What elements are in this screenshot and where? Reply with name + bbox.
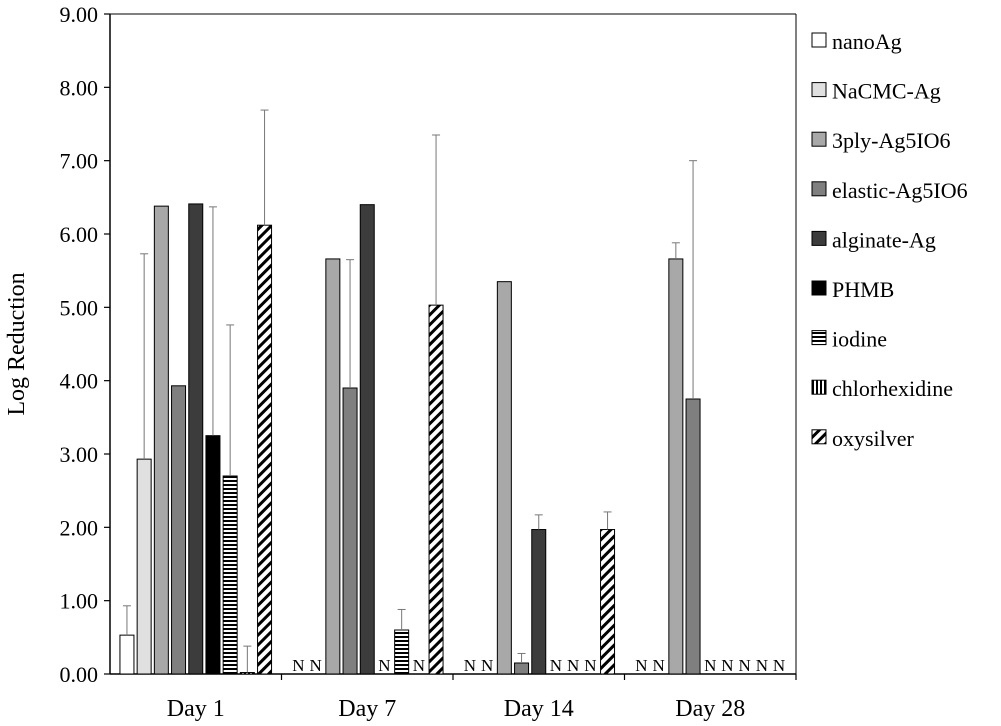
x-category-label: Day 1 bbox=[167, 696, 225, 722]
not-applicable-label: N bbox=[567, 656, 579, 675]
legend-swatch bbox=[811, 230, 827, 246]
legend-swatch bbox=[811, 181, 827, 197]
legend-label: NaCMC-Ag bbox=[832, 79, 941, 104]
bar bbox=[239, 672, 255, 675]
bar bbox=[153, 205, 169, 675]
bar bbox=[514, 662, 530, 675]
bar bbox=[668, 258, 684, 675]
y-tick-label: 1.00 bbox=[60, 589, 99, 614]
y-tick-label: 2.00 bbox=[60, 515, 99, 540]
not-applicable-label: N bbox=[310, 656, 322, 675]
legend-swatch bbox=[811, 280, 827, 296]
legend-label: iodine bbox=[832, 327, 887, 352]
bar bbox=[428, 304, 444, 675]
not-applicable-label: N bbox=[550, 656, 562, 675]
bar bbox=[342, 387, 358, 675]
not-applicable-label: N bbox=[739, 656, 751, 675]
bar bbox=[188, 203, 204, 675]
bar bbox=[531, 529, 547, 675]
bar bbox=[325, 258, 341, 675]
y-tick-label: 5.00 bbox=[60, 295, 99, 320]
not-applicable-label: N bbox=[704, 656, 716, 675]
bar bbox=[257, 224, 273, 675]
legend-label: oxysilver bbox=[832, 426, 915, 451]
bar bbox=[600, 529, 616, 675]
x-category-label: Day 14 bbox=[504, 696, 574, 722]
y-tick-label: 0.00 bbox=[60, 662, 99, 687]
not-applicable-label: N bbox=[653, 656, 665, 675]
legend-label: 3ply-Ag5IO6 bbox=[832, 128, 951, 153]
not-applicable-label: N bbox=[292, 656, 304, 675]
not-applicable-label: N bbox=[756, 656, 768, 675]
legend-swatch bbox=[811, 131, 827, 147]
not-applicable-label: N bbox=[378, 656, 390, 675]
bar bbox=[394, 629, 410, 675]
not-applicable-label: N bbox=[413, 656, 425, 675]
legend-swatch bbox=[811, 330, 827, 346]
bar bbox=[119, 634, 135, 675]
legend-label: chlorhexidine bbox=[832, 376, 953, 401]
not-applicable-label: N bbox=[635, 656, 647, 675]
bar bbox=[496, 281, 512, 675]
not-applicable-label: N bbox=[773, 656, 785, 675]
y-tick-label: 9.00 bbox=[60, 2, 99, 27]
bar bbox=[205, 435, 221, 675]
y-tick-label: 3.00 bbox=[60, 442, 99, 467]
x-category-label: Day 28 bbox=[675, 696, 745, 722]
y-tick-label: 7.00 bbox=[60, 149, 99, 174]
not-applicable-label: N bbox=[464, 656, 476, 675]
x-category-label: Day 7 bbox=[338, 696, 396, 722]
y-tick-label: 8.00 bbox=[60, 75, 99, 100]
legend-label: PHMB bbox=[832, 277, 894, 302]
y-tick-label: 4.00 bbox=[60, 369, 99, 394]
legend-label: elastic-Ag5IO6 bbox=[832, 178, 968, 203]
bar bbox=[685, 398, 701, 675]
y-axis-title: Log Reduction bbox=[4, 272, 30, 415]
not-applicable-label: N bbox=[584, 656, 596, 675]
not-applicable-label: N bbox=[721, 656, 733, 675]
legend-label: alginate-Ag bbox=[832, 227, 936, 252]
legend-swatch bbox=[811, 82, 827, 98]
legend-swatch bbox=[811, 379, 827, 395]
legend-swatch bbox=[811, 429, 827, 445]
y-tick-label: 6.00 bbox=[60, 222, 99, 247]
not-applicable-label: N bbox=[481, 656, 493, 675]
legend-swatch bbox=[811, 32, 827, 48]
bar bbox=[222, 475, 238, 675]
legend-label: nanoAg bbox=[832, 29, 902, 54]
bar bbox=[171, 385, 187, 675]
bar bbox=[359, 204, 375, 675]
bar bbox=[136, 458, 152, 675]
